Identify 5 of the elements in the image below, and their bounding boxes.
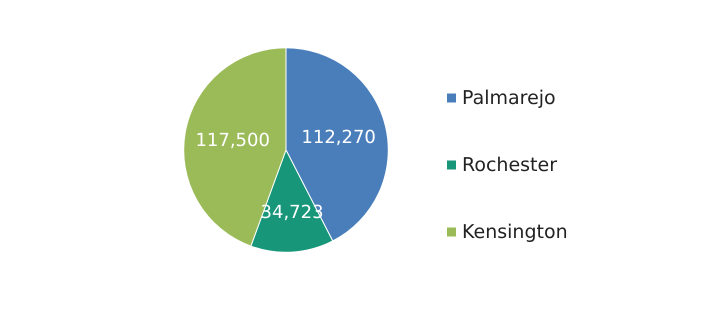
data-label: 117,500 <box>195 130 270 152</box>
data-label: 112,270 <box>301 126 376 148</box>
legend-label: Kensington <box>462 221 568 243</box>
legend-label: Rochester <box>462 154 558 176</box>
legend-label: Palmarejo <box>462 87 556 109</box>
